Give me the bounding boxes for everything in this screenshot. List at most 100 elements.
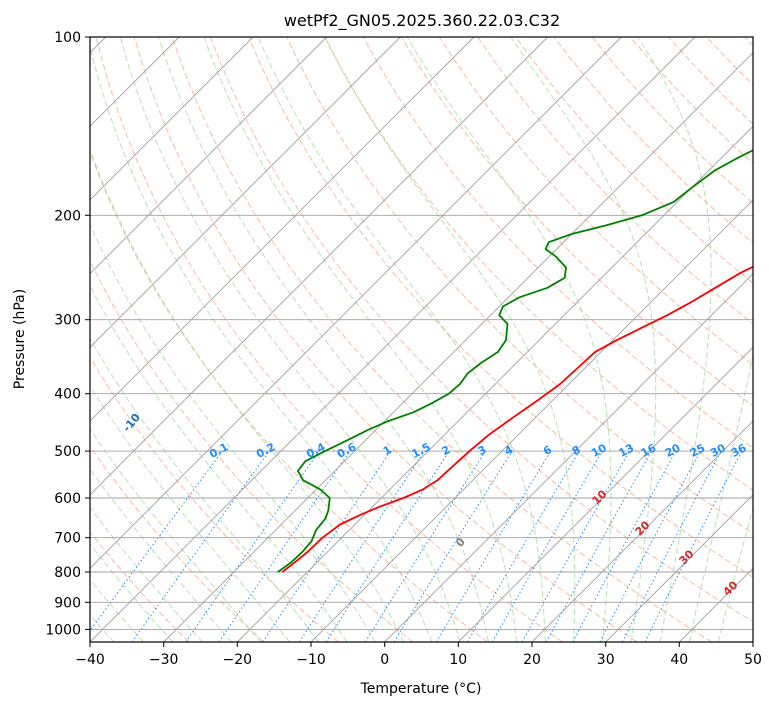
temperature-line — [281, 265, 753, 573]
moist-adiabat-line — [637, 37, 712, 642]
x-tick-label: 10 — [449, 652, 467, 668]
x-tick-label: 30 — [597, 652, 615, 668]
mixing-ratio-label: 13 — [617, 441, 637, 460]
mixing-ratio-line — [545, 450, 653, 642]
dry-adiabat-line — [744, 37, 753, 47]
moist-adiabat-line — [90, 147, 405, 642]
mixing-ratio-line — [262, 450, 392, 642]
chart-title: wetPf2_GN05.2025.360.22.03.C32 — [284, 11, 560, 31]
isotherm-line — [163, 52, 753, 642]
y-tick-label: 600 — [54, 491, 81, 507]
mixing-ratio-lines — [90, 450, 743, 642]
mixing-ratio-label: 36 — [729, 441, 749, 460]
x-axis-ticks: −40 −30 −20 −10 0 10 20 30 40 50 — [75, 642, 762, 668]
isotherm-line — [678, 567, 753, 642]
moist-adiabat-line — [90, 468, 233, 642]
dry-adiabat-line — [90, 356, 339, 642]
mixing-ratio-label: 0.6 — [335, 440, 359, 461]
isotherm-line — [90, 37, 401, 348]
moist-adiabat-line — [90, 337, 319, 642]
x-tick-label: 40 — [670, 652, 688, 668]
mixing-ratio-label: 6 — [541, 443, 554, 458]
y-tick-label: 500 — [54, 444, 81, 460]
dry-adiabat-line — [706, 37, 753, 86]
mixing-ratio-label: 20 — [663, 441, 683, 460]
moist-adiabat-line — [90, 384, 291, 642]
mixing-ratio-line — [435, 450, 552, 642]
dry-adiabat-line — [210, 37, 753, 623]
isotherm-line — [90, 37, 254, 201]
plot-frame — [89, 36, 754, 643]
moist-adiabat-label: 10 — [590, 487, 610, 507]
y-tick-label: 700 — [54, 531, 81, 547]
mixing-ratio-label: 3 — [476, 443, 489, 458]
x-tick-label: −40 — [75, 652, 105, 668]
dry-adiabats — [90, 37, 753, 642]
y-tick-label: 800 — [54, 565, 81, 581]
moist-adiabat-line — [158, 37, 489, 642]
isotherm-line — [90, 37, 549, 496]
mixing-ratio-label: 2 — [440, 443, 453, 458]
moist-adiabat-line — [203, 37, 518, 642]
dry-adiabat-line — [95, 37, 563, 642]
dry-adiabat-line — [90, 259, 414, 642]
mixing-ratio-label: 4 — [502, 443, 515, 458]
mixing-ratio-line — [572, 450, 677, 642]
y-tick-label: 400 — [54, 387, 81, 403]
y-tick-label: 900 — [54, 595, 81, 611]
mixing-ratio-line — [467, 450, 580, 642]
dry-adiabat-line — [400, 37, 753, 407]
x-tick-label: −10 — [296, 652, 326, 668]
y-tick-label: 200 — [54, 208, 81, 224]
mixing-ratio-label: 1 — [381, 443, 394, 458]
x-tick-label: −30 — [149, 652, 179, 668]
mixing-ratio-line — [325, 450, 450, 642]
isotherm-line — [384, 273, 753, 642]
dry-adiabat-line — [515, 37, 753, 284]
mixing-ratio-line — [90, 450, 223, 632]
mixing-ratio-line — [521, 450, 630, 642]
dry-adiabat-line — [90, 150, 488, 642]
mixing-ratio-label: 25 — [688, 441, 708, 460]
mixing-ratio-label: 1.5 — [409, 440, 432, 461]
moist-adiabat-label: 30 — [677, 547, 697, 567]
isotherm-line — [457, 346, 753, 642]
moist-adiabat-line — [90, 223, 376, 642]
mixing-ratio-line — [393, 450, 513, 642]
profile-series — [277, 149, 753, 573]
isotherm-line — [90, 37, 328, 275]
x-tick-label: −20 — [223, 652, 253, 668]
moist-adiabat-line — [324, 37, 576, 642]
y-axis-label: Pressure (hPa) — [12, 289, 28, 389]
isotherm-line — [310, 199, 753, 642]
y-tick-label: 1000 — [45, 622, 81, 638]
mixing-ratio-line — [599, 450, 701, 642]
dry-adiabat-line — [438, 37, 753, 366]
dewpoint-line — [277, 149, 753, 573]
moist-adiabat-label: 0 — [453, 535, 468, 550]
isotherm-line — [90, 37, 475, 422]
moist-adiabat-label: 40 — [721, 578, 741, 598]
moist-adiabat-line — [119, 37, 461, 642]
moist-adiabat-line — [90, 45, 433, 642]
moist-adiabat-line — [510, 37, 657, 642]
dry-adiabat-line — [171, 37, 712, 642]
y-tick-label: 100 — [54, 30, 81, 46]
mixing-ratio-line — [298, 450, 425, 642]
mixing-ratio-label: 16 — [639, 441, 659, 460]
isotherm-line — [752, 641, 753, 642]
moist-adiabat-line — [90, 427, 262, 642]
isotherm-line — [90, 37, 622, 569]
moist-adiabat-label: 20 — [633, 518, 653, 538]
x-tick-label: 50 — [744, 652, 762, 668]
mixing-ratio-line — [185, 450, 320, 642]
dry-adiabat-line — [133, 37, 638, 642]
moist-adiabat-line — [688, 352, 753, 642]
dry-adiabat-line — [90, 445, 264, 642]
moist-adiabat-line — [718, 505, 753, 642]
moist-adiabat-line — [406, 37, 612, 642]
moist-adiabat-line — [90, 284, 348, 642]
isotherm-line — [605, 494, 753, 642]
grid-lines — [90, 37, 753, 642]
